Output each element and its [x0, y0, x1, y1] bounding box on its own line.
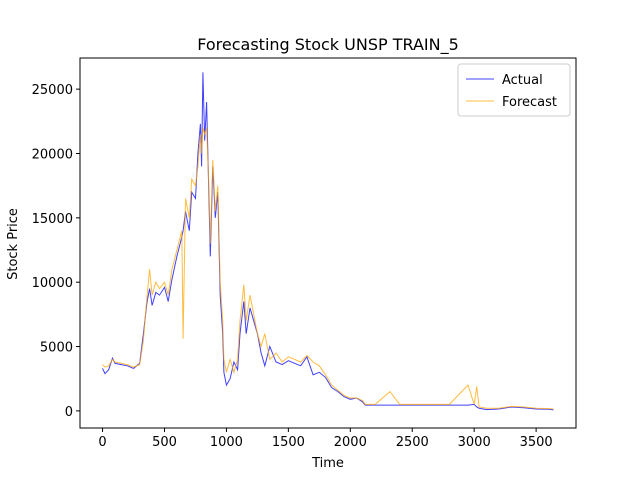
- x-tick-label: 0: [98, 435, 106, 450]
- y-tick-label: 15000: [32, 212, 73, 227]
- y-tick-label: 25000: [32, 83, 73, 98]
- y-axis-label: Stock Price: [6, 208, 21, 280]
- x-axis-label: Time: [311, 456, 344, 471]
- data-line: [102, 127, 554, 410]
- x-tick-label: 1500: [272, 435, 305, 450]
- axes-frame: [79, 57, 577, 429]
- x-tick-label: 500: [152, 435, 177, 450]
- y-tick-label: 0: [65, 405, 73, 420]
- y-tick-label: 5000: [40, 341, 73, 356]
- legend-label: Forecast: [502, 95, 557, 110]
- y-tick-label: 10000: [32, 276, 73, 291]
- x-tick-label: 3000: [458, 435, 491, 450]
- legend-box: [457, 63, 571, 117]
- x-tick-label: 3500: [520, 435, 553, 450]
- y-tick-label: 20000: [32, 147, 73, 162]
- chart-title: Forecasting Stock UNSP TRAIN_5: [197, 35, 459, 55]
- x-tick-label: 1000: [210, 435, 243, 450]
- legend-label: Actual: [502, 73, 543, 88]
- x-tick-label: 2500: [396, 435, 429, 450]
- x-tick-label: 2000: [334, 435, 367, 450]
